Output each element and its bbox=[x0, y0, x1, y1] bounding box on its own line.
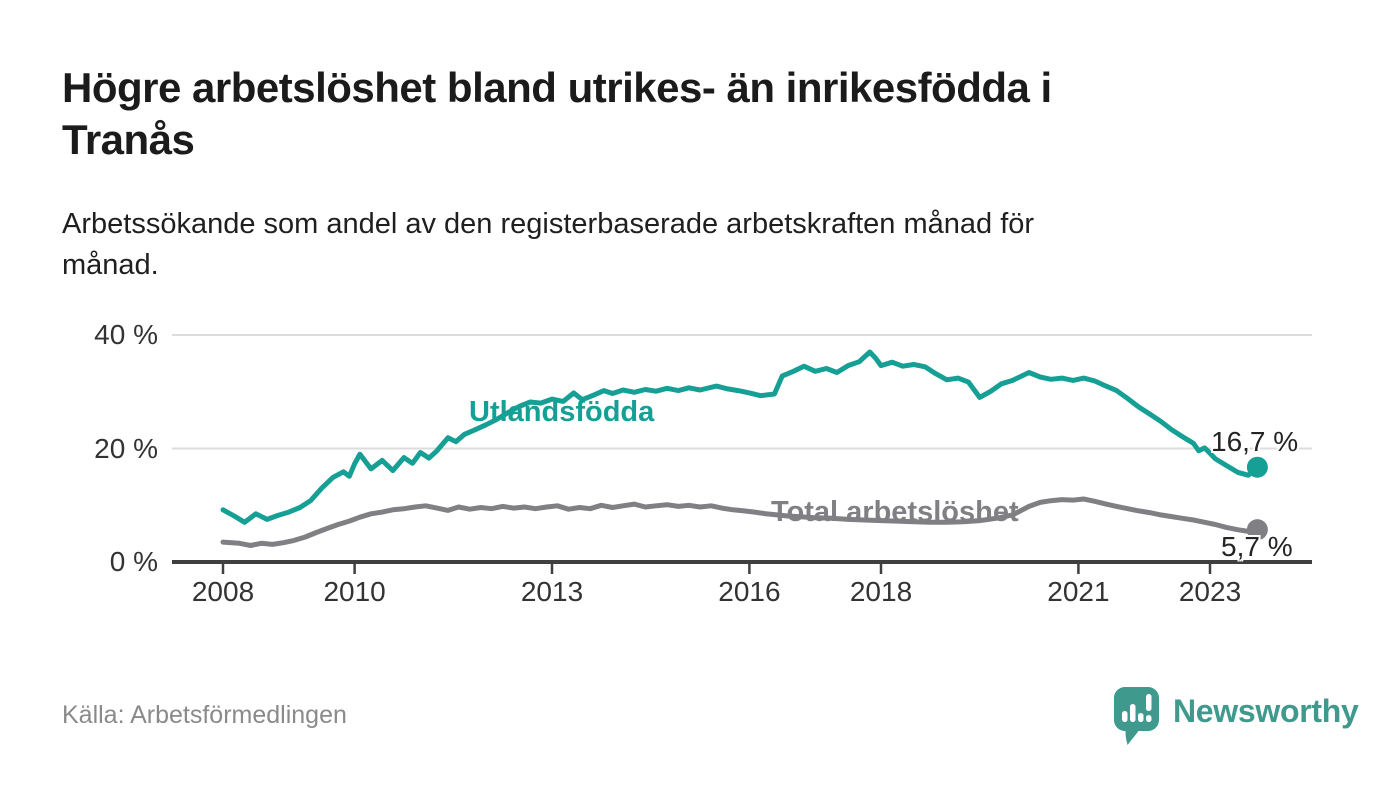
end-value-label-utlandsfodda: 16,7 % bbox=[1211, 426, 1299, 457]
series-label-utlandsfodda: Utlandsfödda bbox=[469, 396, 655, 428]
series-label-total-arbetsloshet: Total arbetslöshet bbox=[771, 496, 1019, 528]
y-axis-label-20: 20 % bbox=[94, 432, 158, 464]
series-end-dot-total-arbetsloshet bbox=[1246, 519, 1268, 541]
chart-subtitle-line1: Arbetssökande som andel av den registerb… bbox=[62, 208, 1035, 240]
end-value-label-total: 5,7 % bbox=[1221, 531, 1293, 562]
logo-bar-3 bbox=[1138, 713, 1144, 722]
x-axis-label-2018: 2018 bbox=[849, 576, 913, 607]
series-line-total-arbetsloshet bbox=[220, 496, 1260, 548]
newsworthy-logo: Newsworthy bbox=[1114, 687, 1359, 747]
newsworthy-logo-icon bbox=[1114, 687, 1159, 745]
speech-bubble-shape bbox=[1114, 687, 1159, 745]
chart-subtitle-line2: månad. bbox=[62, 249, 159, 282]
x-axis-label-2021: 2021 bbox=[1047, 576, 1110, 607]
series-end-dot-utlandsfodda bbox=[1246, 456, 1268, 478]
series-line-utlandsfodda bbox=[220, 349, 1260, 525]
logo-exclamation-dot bbox=[1146, 715, 1152, 722]
source-attribution: Källa: Arbetsförmedlingen bbox=[62, 701, 347, 729]
newsworthy-wordmark: Newsworthy bbox=[1173, 693, 1359, 729]
chart-subtitle: Arbetssökande som andel av den registerb… bbox=[62, 204, 1302, 286]
x-axis-label-2016: 2016 bbox=[718, 576, 781, 607]
x-axis-label-2010: 2010 bbox=[323, 576, 386, 607]
x-axis-label-2023: 2023 bbox=[1178, 576, 1242, 607]
logo-bar-2 bbox=[1130, 704, 1136, 722]
x-axis-label-2013: 2013 bbox=[520, 576, 584, 607]
y-axis-label-40: 40 % bbox=[94, 319, 158, 350]
logo-bar-1 bbox=[1122, 711, 1128, 722]
page-title-line2: Tranås bbox=[62, 116, 195, 164]
page-title-line1: Högre arbetslöshet bland utrikes- än inr… bbox=[62, 64, 1052, 111]
page-title: Högre arbetslöshet bland utrikes- än inr… bbox=[62, 62, 1302, 166]
logo-exclamation-bar bbox=[1146, 694, 1152, 711]
x-axis-label-2008: 2008 bbox=[191, 576, 255, 607]
y-axis-label-0: 0 % bbox=[109, 546, 158, 577]
